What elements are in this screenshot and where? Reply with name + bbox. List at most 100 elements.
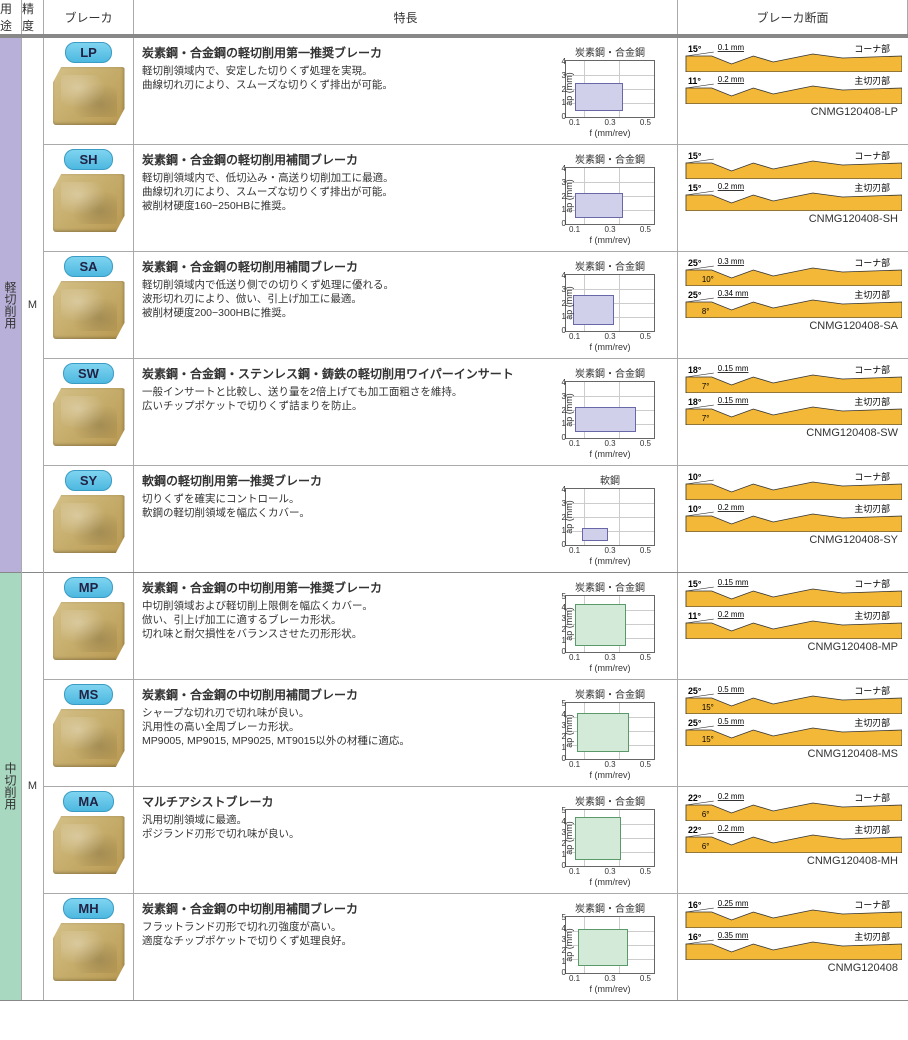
chart-xlabel: f (mm/rev) xyxy=(551,770,669,780)
cutting-range-chart: 炭素鋼・合金鋼 ap (mm) 012345 0.10.30.5 f (mm/r… xyxy=(551,686,669,780)
svg-text:コーナ部: コーナ部 xyxy=(854,150,890,161)
svg-text:主切刃部: 主切刃部 xyxy=(854,289,890,300)
svg-text:主切刃部: 主切刃部 xyxy=(854,182,890,193)
svg-text:コーナ部: コーナ部 xyxy=(854,899,890,910)
cross-section-block: 18° 7° 0.15 mm コーナ部 18° 7° 0.15 mm 主切刃部 … xyxy=(684,363,902,439)
feature-title: 炭素鋼・合金鋼の軽切削用補間ブレーカ xyxy=(142,151,545,168)
feature-title: マルチアシストブレーカ xyxy=(142,793,545,810)
chart-plot: ap (mm) 01234 xyxy=(565,488,655,546)
insert-image xyxy=(53,281,125,339)
svg-text:0.15 mm: 0.15 mm xyxy=(718,364,749,373)
svg-text:25°: 25° xyxy=(688,290,702,300)
chart-plot: ap (mm) 01234 xyxy=(565,274,655,332)
svg-text:7°: 7° xyxy=(702,382,710,391)
feature-cell: マルチアシストブレーカ 汎用切削領域に最適。ポジランド刃形で切れ味が良い。 炭素… xyxy=(134,787,678,893)
feature-desc: 汎用切削領域に最適。ポジランド刃形で切れ味が良い。 xyxy=(142,813,545,841)
svg-text:10°: 10° xyxy=(688,504,702,514)
table-row: LP 炭素鋼・合金鋼の軽切削用第一推奨ブレーカ 軽切削領域内で、安定した切りくず… xyxy=(44,38,908,145)
insert-image xyxy=(53,67,125,125)
chart-plot: ap (mm) 012345 xyxy=(565,702,655,760)
breaker-code-badge: MS xyxy=(64,684,114,705)
part-number: CNMG120408-SH xyxy=(684,213,902,225)
feature-desc: 軽切削領域内で、低切込み・高送り切削加工に最適。曲線切れ刃により、スムーズな切り… xyxy=(142,171,545,214)
svg-text:18°: 18° xyxy=(688,365,702,375)
svg-text:22°: 22° xyxy=(688,825,702,835)
precision-label: M xyxy=(22,38,43,573)
chart-title: 炭素鋼・合金鋼 xyxy=(551,900,669,915)
svg-text:16°: 16° xyxy=(688,932,702,942)
feature-desc: 切りくずを確実にコントロール。軟鋼の軽切削領域を幅広くカバー。 xyxy=(142,492,545,520)
svg-text:15°: 15° xyxy=(702,735,714,744)
chart-title: 軟鋼 xyxy=(551,472,669,487)
part-number: CNMG120408-SA xyxy=(684,320,902,332)
use-category: 軽切削用 xyxy=(0,38,21,573)
chart-xlabel: f (mm/rev) xyxy=(551,342,669,352)
breaker-code-badge: MA xyxy=(63,791,113,812)
cross-section-profile: 15° 0.2 mm 主切刃部 xyxy=(684,181,902,211)
chart-xlabel: f (mm/rev) xyxy=(551,663,669,673)
svg-text:0.2 mm: 0.2 mm xyxy=(718,610,745,619)
breaker-code-badge: LP xyxy=(65,42,112,63)
breaker-cell: SH xyxy=(44,145,134,251)
feature-title: 炭素鋼・合金鋼・ステンレス鋼・鋳鉄の軽切削用ワイパーインサート xyxy=(142,365,545,382)
chart-xlabel: f (mm/rev) xyxy=(551,556,669,566)
cross-section-block: 16° 0.25 mm コーナ部 16° 0.35 mm 主切刃部 CNMG12… xyxy=(684,898,902,974)
svg-text:0.25 mm: 0.25 mm xyxy=(718,899,749,908)
chart-plot: ap (mm) 012345 xyxy=(565,595,655,653)
table-row: MA マルチアシストブレーカ 汎用切削領域に最適。ポジランド刃形で切れ味が良い。… xyxy=(44,787,908,894)
breaker-cell: LP xyxy=(44,38,134,144)
feature-cell: 炭素鋼・合金鋼・ステンレス鋼・鋳鉄の軽切削用ワイパーインサート 一般インサートと… xyxy=(134,359,678,465)
svg-text:10°: 10° xyxy=(702,275,714,284)
feature-title: 炭素鋼・合金鋼の中切削用第一推奨ブレーカ xyxy=(142,579,545,596)
hdr-cross: ブレーカ断面 xyxy=(678,0,908,34)
cross-section-profile: 11° 0.2 mm 主切刃部 xyxy=(684,74,902,104)
feature-title: 炭素鋼・合金鋼の中切削用補間ブレーカ xyxy=(142,686,545,703)
svg-text:主切刃部: 主切刃部 xyxy=(854,503,890,514)
breaker-code-badge: SW xyxy=(63,363,114,384)
cross-section-profile: 25° 15° 0.5 mm コーナ部 xyxy=(684,684,902,714)
part-number: CNMG120408 xyxy=(684,962,902,974)
cutting-range-chart: 軟鋼 ap (mm) 01234 0.10.30.5 f (mm/rev) xyxy=(551,472,669,566)
insert-image xyxy=(53,495,125,553)
table-row: MS 炭素鋼・合金鋼の中切削用補間ブレーカ シャープな切れ刃で切れ味が良い。汎用… xyxy=(44,680,908,787)
svg-text:0.15 mm: 0.15 mm xyxy=(718,396,749,405)
cross-section-profile: 15° 0.1 mm コーナ部 xyxy=(684,42,902,72)
feature-title: 炭素鋼・合金鋼の軽切削用補間ブレーカ xyxy=(142,258,545,275)
cross-section-cell: 16° 0.25 mm コーナ部 16° 0.35 mm 主切刃部 CNMG12… xyxy=(678,894,908,1000)
svg-text:主切刃部: 主切刃部 xyxy=(854,610,890,621)
feature-title: 炭素鋼・合金鋼の中切削用補間ブレーカ xyxy=(142,900,545,917)
breaker-cell: SA xyxy=(44,252,134,358)
cross-section-profile: 18° 7° 0.15 mm コーナ部 xyxy=(684,363,902,393)
svg-text:0.1 mm: 0.1 mm xyxy=(718,43,745,52)
svg-text:25°: 25° xyxy=(688,686,702,696)
svg-text:16°: 16° xyxy=(688,900,702,910)
svg-text:6°: 6° xyxy=(702,842,710,851)
feature-title: 軟鋼の軽切削用第一推奨ブレーカ xyxy=(142,472,545,489)
chart-title: 炭素鋼・合金鋼 xyxy=(551,579,669,594)
svg-text:15°: 15° xyxy=(688,151,702,161)
cross-section-profile: 16° 0.25 mm コーナ部 xyxy=(684,898,902,928)
chart-xlabel: f (mm/rev) xyxy=(551,235,669,245)
col-precision: MM xyxy=(22,38,44,1000)
cross-section-block: 15° 0.1 mm コーナ部 11° 0.2 mm 主切刃部 CNMG1204… xyxy=(684,42,902,118)
cutting-range-chart: 炭素鋼・合金鋼 ap (mm) 01234 0.10.30.5 f (mm/re… xyxy=(551,151,669,245)
cutting-range-chart: 炭素鋼・合金鋼 ap (mm) 01234 0.10.30.5 f (mm/re… xyxy=(551,365,669,459)
svg-text:主切刃部: 主切刃部 xyxy=(854,75,890,86)
feature-desc: フラットランド刃形で切れ刃強度が高い。適度なチップポケットで切りくず処理良好。 xyxy=(142,920,545,948)
table-row: SY 軟鋼の軽切削用第一推奨ブレーカ 切りくずを確実にコントロール。軟鋼の軽切削… xyxy=(44,466,908,573)
svg-text:0.2 mm: 0.2 mm xyxy=(718,824,745,833)
table-row: SA 炭素鋼・合金鋼の軽切削用補間ブレーカ 軽切削領域内で低送り側での切りくず処… xyxy=(44,252,908,359)
feature-title: 炭素鋼・合金鋼の軽切削用第一推奨ブレーカ xyxy=(142,44,545,61)
svg-text:0.3 mm: 0.3 mm xyxy=(718,257,745,266)
svg-text:主切刃部: 主切刃部 xyxy=(854,824,890,835)
svg-text:0.34 mm: 0.34 mm xyxy=(718,289,749,298)
table-row: MP 炭素鋼・合金鋼の中切削用第一推奨ブレーカ 中切削領域および軽切削上限側を幅… xyxy=(44,573,908,680)
cross-section-profile: 18° 7° 0.15 mm 主切刃部 xyxy=(684,395,902,425)
col-use: 軽切削用中切削用 xyxy=(0,38,22,1000)
part-number: CNMG120408-LP xyxy=(684,106,902,118)
breaker-code-badge: SH xyxy=(64,149,112,170)
chart-title: 炭素鋼・合金鋼 xyxy=(551,686,669,701)
chart-plot: ap (mm) 01234 xyxy=(565,381,655,439)
svg-text:22°: 22° xyxy=(688,793,702,803)
cross-section-cell: 25° 10° 0.3 mm コーナ部 25° 8° 0.34 mm 主切刃部 … xyxy=(678,252,908,358)
